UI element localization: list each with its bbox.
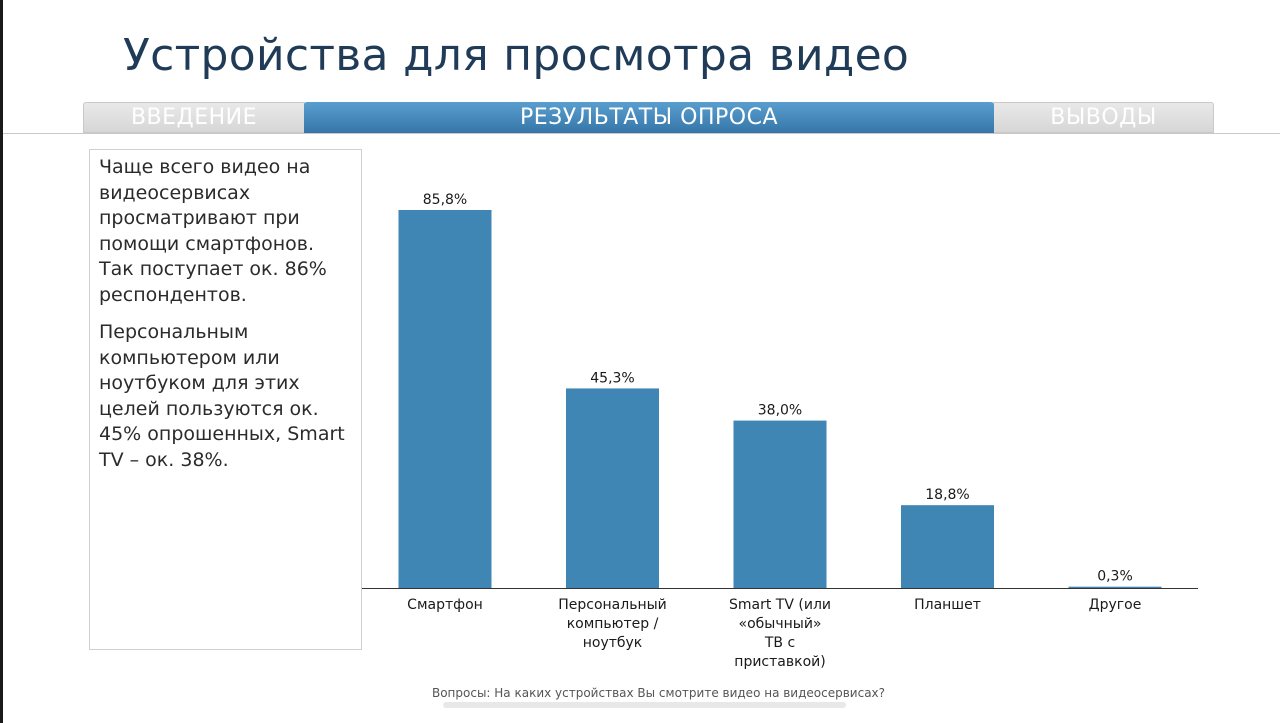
bar-0 [398, 210, 492, 588]
tab-survey-results[interactable]: РЕЗУЛЬТАТЫ ОПРОСА [304, 102, 994, 133]
category-label-0-0: Смартфон [407, 597, 483, 613]
category-label-2-0: Smart TV (или [729, 597, 831, 613]
category-label-3-0: Планшет [914, 597, 981, 613]
bar-1 [566, 388, 659, 588]
data-label-0: 85,8% [423, 192, 467, 208]
category-label-2-2: ТВ с [764, 635, 795, 651]
tab-intro[interactable]: ВВЕДЕНИЕ [83, 102, 305, 133]
data-label-1: 45,3% [590, 370, 634, 386]
survey-question: Вопросы: На каких устройствах Вы смотрит… [431, 686, 886, 700]
data-label-2: 38,0% [758, 403, 802, 419]
bar-4 [1068, 586, 1162, 588]
category-label-1-2: ноутбук [583, 635, 643, 651]
data-label-4: 0,3% [1097, 569, 1133, 585]
tab-conclusions[interactable]: ВЫВОДЫ [993, 102, 1214, 133]
category-label-2-3: приставкой) [734, 654, 825, 670]
window-edge [0, 0, 3, 723]
summary-paragraph-2: Персональным компьютером или ноутбуком д… [99, 321, 345, 471]
category-label-4-0: Другое [1089, 597, 1142, 613]
section-tabs: ВВЕДЕНИЕ ВЫВОДЫ РЕЗУЛЬТАТЫ ОПРОСА [83, 102, 1214, 133]
bar-chart: 85,8% Смартфон 45,3% Персональный компьютер … [362, 150, 1212, 680]
bar-2 [733, 420, 827, 588]
summary-textbox: Чаще всего видео на видеосервисах просма… [89, 149, 362, 650]
bar-3 [901, 505, 994, 588]
page-title: Устройства для просмотра видео [123, 30, 910, 81]
category-label-1-0: Персональный [558, 597, 667, 613]
data-label-3: 18,8% [925, 487, 969, 503]
summary-paragraph-1: Чаще всего видео на видеосервисах просма… [99, 156, 327, 306]
header-divider [3, 133, 1280, 134]
category-label-1-1: компьютер / [567, 616, 659, 632]
category-label-2-1: «обычный» [739, 616, 822, 632]
scrollbar[interactable] [443, 702, 846, 708]
bar-chart-svg: 85,8% Смартфон 45,3% Персональный компьютер … [362, 192, 1198, 670]
